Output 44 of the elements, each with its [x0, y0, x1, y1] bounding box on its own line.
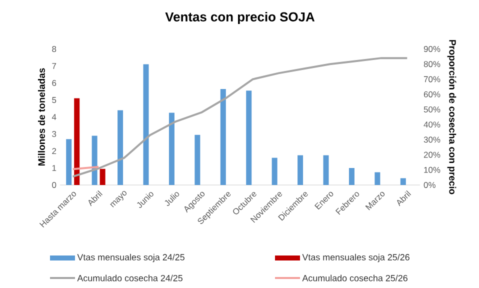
legend-label: Vtas mensuales soja 24/25	[77, 254, 184, 262]
legend-label: Vtas mensuales soja 25/26	[302, 254, 410, 262]
bar	[92, 136, 98, 185]
y2-tick-label: 0%	[424, 182, 436, 188]
bar	[348, 168, 354, 185]
bar	[220, 88, 226, 185]
bar	[374, 172, 380, 185]
y2-axis-title: Proporción de cosecha con precio	[447, 40, 456, 194]
y2-tick-label: 30%	[424, 136, 440, 143]
y2-tick-label: 40%	[424, 122, 440, 128]
bar	[168, 112, 174, 185]
bar	[100, 168, 106, 185]
y-tick-label: 3	[52, 131, 56, 137]
y2-tick-label: 20%	[424, 152, 440, 158]
chart-title: Ventas con precio SOJA	[165, 12, 315, 24]
bar	[323, 155, 329, 185]
bar	[272, 158, 278, 185]
legend-label: Acumulado cosecha 24/25	[77, 274, 182, 282]
bar	[194, 134, 200, 185]
bar	[400, 178, 406, 185]
y-tick-label: 6	[52, 80, 56, 86]
bar	[298, 155, 304, 185]
y-tick-label: 2	[52, 148, 56, 154]
legend-label: Acumulado cosecha 25/26	[302, 274, 408, 282]
bar	[246, 90, 252, 185]
y-tick-label: 8	[52, 46, 56, 52]
y-tick-label: 5	[52, 97, 56, 103]
y-tick-label: 4	[52, 114, 56, 120]
y2-tick-label: 70%	[424, 76, 440, 82]
y2-tick-label: 60%	[424, 91, 440, 98]
bar	[118, 110, 124, 185]
y-axis-title: Millones de toneladas	[38, 68, 45, 166]
y2-tick-label: 50%	[424, 106, 440, 112]
y-tick-label: 1	[52, 165, 56, 171]
y-tick-label: 7	[52, 63, 56, 69]
y2-tick-label: 10%	[424, 166, 440, 173]
line-series	[72, 57, 408, 178]
y2-tick-label: 90%	[424, 46, 440, 52]
x-tick-label: Julio	[164, 192, 180, 206]
bar	[66, 139, 72, 185]
y2-tick-label: 80%	[424, 61, 440, 68]
y-tick-label: 0	[52, 182, 56, 188]
bar	[143, 64, 149, 185]
bar	[74, 98, 80, 185]
